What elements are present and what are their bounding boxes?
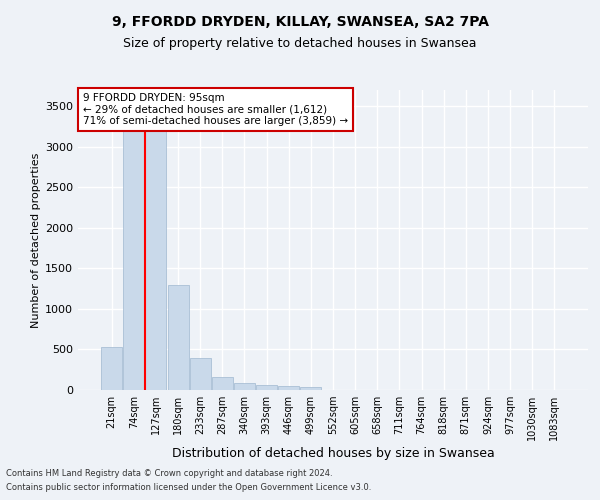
Text: Size of property relative to detached houses in Swansea: Size of property relative to detached ho… xyxy=(123,38,477,51)
Bar xyxy=(278,386,299,390)
Bar xyxy=(124,114,145,390)
Text: 9, FFORDD DRYDEN, KILLAY, SWANSEA, SA2 7PA: 9, FFORDD DRYDEN, KILLAY, SWANSEA, SA2 7… xyxy=(112,15,488,29)
Bar xyxy=(145,116,166,390)
Bar xyxy=(167,284,188,390)
Bar xyxy=(301,387,322,390)
Bar xyxy=(190,358,211,390)
Text: Contains public sector information licensed under the Open Government Licence v3: Contains public sector information licen… xyxy=(6,484,371,492)
X-axis label: Distribution of detached houses by size in Swansea: Distribution of detached houses by size … xyxy=(172,447,494,460)
Text: Contains HM Land Registry data © Crown copyright and database right 2024.: Contains HM Land Registry data © Crown c… xyxy=(6,468,332,477)
Y-axis label: Number of detached properties: Number of detached properties xyxy=(31,152,41,328)
Text: 9 FFORDD DRYDEN: 95sqm
← 29% of detached houses are smaller (1,612)
71% of semi-: 9 FFORDD DRYDEN: 95sqm ← 29% of detached… xyxy=(83,93,348,126)
Bar xyxy=(256,384,277,390)
Bar xyxy=(212,377,233,390)
Bar xyxy=(234,382,255,390)
Bar xyxy=(101,347,122,390)
